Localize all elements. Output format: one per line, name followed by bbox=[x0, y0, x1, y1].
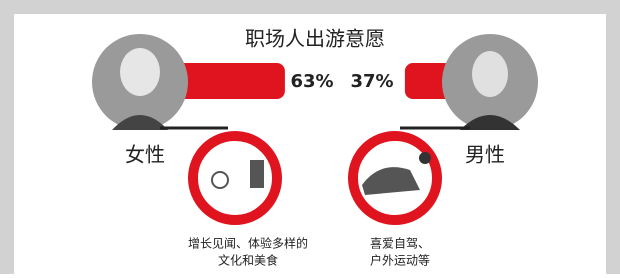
caption: 文化和美食 bbox=[218, 253, 278, 268]
caption: 户外运动等 bbox=[370, 253, 430, 268]
icon-drink bbox=[250, 160, 264, 188]
share-label: 63% bbox=[290, 71, 333, 92]
female-face bbox=[120, 48, 160, 96]
group-name: 女性 bbox=[125, 143, 165, 167]
infographic: 职场人出游意愿 63% 女性增长见闻、体验多样的文化和美食 37% 男性喜爱自驾、户外… bbox=[0, 0, 620, 274]
male-face bbox=[472, 51, 508, 97]
group-name: 男性 bbox=[465, 143, 505, 167]
caption: 喜爱自驾、 bbox=[370, 237, 430, 251]
title: 职场人出游意愿 bbox=[245, 27, 385, 51]
share-label: 37% bbox=[350, 71, 393, 92]
ring bbox=[193, 136, 277, 220]
page: 职场人出游意愿 63% 女性增长见闻、体验多样的文化和美食 37% 男性喜爱自驾、户外… bbox=[0, 0, 620, 278]
icon-runner bbox=[419, 152, 431, 164]
caption: 增长见闻、体验多样的 bbox=[188, 236, 308, 251]
